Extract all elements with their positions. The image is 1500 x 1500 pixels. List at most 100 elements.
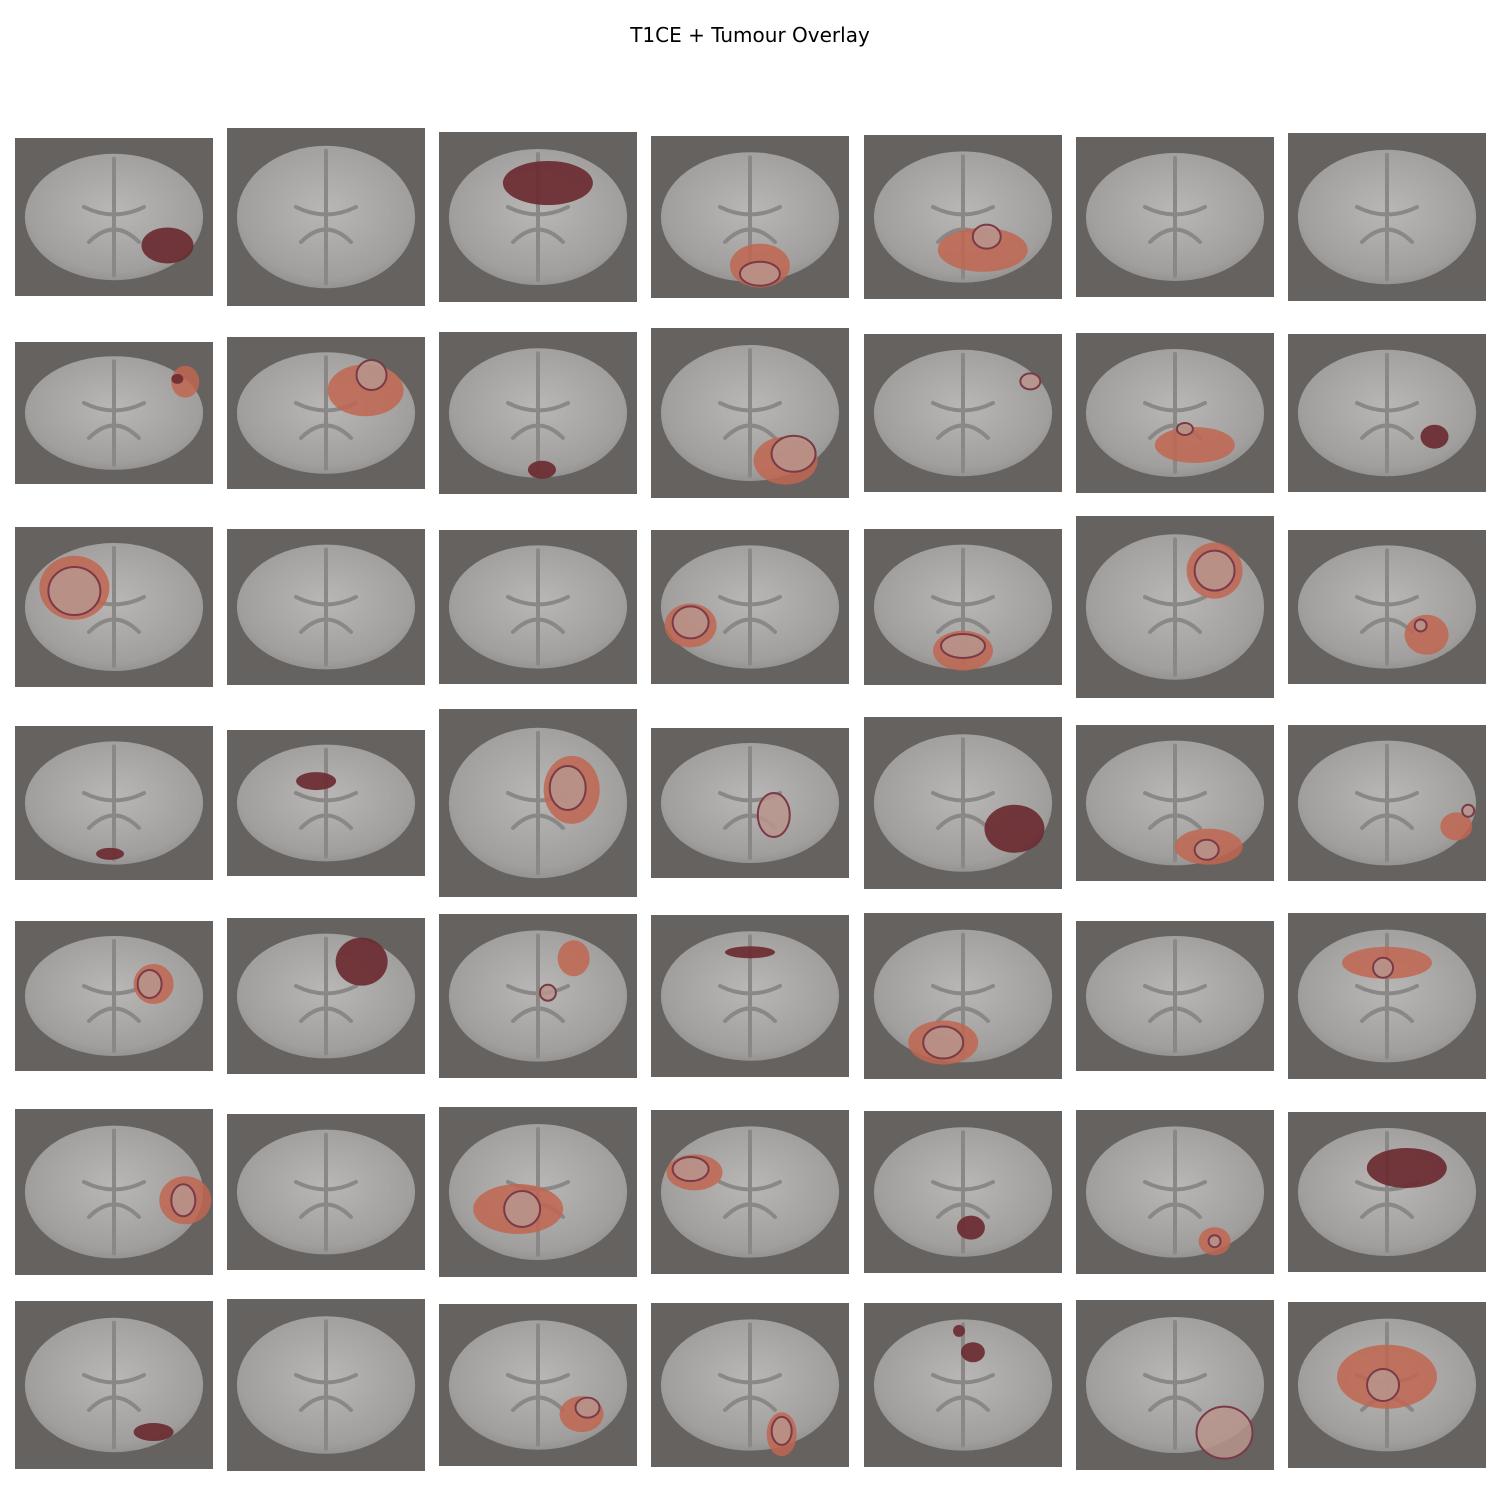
ventricles: [1143, 1320, 1207, 1450]
tumour-overlay: [1413, 618, 1428, 633]
tumour-overlay: [960, 1342, 985, 1363]
tumour-overlay: [1193, 838, 1220, 861]
mri-panel: [1288, 725, 1486, 881]
mri-panel: [1288, 913, 1486, 1079]
mri-panel: [439, 1107, 637, 1277]
mri-panel: [1288, 1112, 1486, 1272]
tumour-overlay: [502, 161, 593, 205]
tumour-overlay: [171, 365, 200, 398]
mri-panel: [15, 1109, 213, 1275]
tumour-overlay: [557, 940, 590, 977]
mri-panel: [1288, 1302, 1486, 1468]
mri-panel: [1076, 1110, 1274, 1274]
mri-panel: [864, 1111, 1062, 1273]
tumour-overlay: [136, 969, 163, 999]
mri-panel: [15, 342, 213, 484]
mri-panel: [651, 1110, 849, 1274]
ventricles: [82, 1320, 146, 1450]
ventricles: [294, 547, 358, 667]
tumour-overlay: [355, 359, 388, 391]
tumour-overlay: [171, 373, 184, 384]
tumour-overlay: [937, 227, 1028, 272]
mri-panel: [227, 918, 425, 1074]
ventricles: [294, 148, 358, 286]
tumour-overlay: [170, 1183, 197, 1218]
tumour-overlay: [971, 223, 1002, 250]
ventricles: [506, 548, 570, 666]
ventricles: [1355, 152, 1419, 282]
tumour-overlay: [47, 566, 102, 616]
tumour-overlay: [1440, 812, 1473, 841]
mri-panel: [15, 726, 213, 880]
ventricles: [82, 359, 146, 467]
mri-panel: [227, 1299, 425, 1471]
mri-panel: [1288, 334, 1486, 492]
ventricles: [506, 1323, 570, 1447]
tumour-overlay: [671, 1156, 710, 1183]
tumour-overlay: [1193, 549, 1236, 592]
tumour-overlay: [1420, 424, 1449, 449]
ventricles: [506, 933, 570, 1059]
ventricles: [931, 352, 995, 474]
mri-panel: [864, 135, 1062, 299]
figure-title: T1CE + Tumour Overlay: [629, 23, 870, 47]
ventricles: [1143, 1129, 1207, 1255]
mri-panel: [227, 529, 425, 685]
mri-panel: [651, 136, 849, 298]
tumour-overlay: [671, 605, 710, 640]
ventricles: [718, 1322, 782, 1448]
mri-panel: [15, 527, 213, 687]
tumour-overlay: [141, 227, 194, 264]
tumour-overlay: [1366, 1148, 1447, 1188]
tumour-overlay: [956, 1215, 985, 1240]
ventricles: [1143, 743, 1207, 863]
mri-panel: [439, 914, 637, 1078]
mri-panel: [227, 730, 425, 876]
mri-panel: [864, 1303, 1062, 1467]
ventricles: [718, 1129, 782, 1255]
ventricles: [718, 548, 782, 666]
mri-panel: [864, 717, 1062, 889]
mri-panel: [1076, 333, 1274, 493]
tumour-overlay: [1404, 614, 1449, 655]
ventricles: [294, 936, 358, 1056]
tumour-overlay: [1461, 803, 1476, 818]
mri-panel: [864, 913, 1062, 1079]
ventricles: [82, 1128, 146, 1256]
tumour-overlay: [922, 1025, 965, 1060]
tumour-overlay: [133, 1423, 174, 1442]
panel-grid: [15, 128, 1486, 1471]
ventricles: [931, 737, 995, 869]
ventricles: [82, 156, 146, 278]
ventricles: [82, 744, 146, 862]
tumour-overlay: [738, 260, 781, 287]
mri-panel: [15, 138, 213, 296]
tumour-overlay: [1366, 1368, 1401, 1402]
ventricles: [1355, 352, 1419, 474]
mri-panel: [1076, 137, 1274, 297]
mri-panel: [1288, 133, 1486, 301]
tumour-overlay: [725, 946, 775, 959]
mri-panel: [1076, 1300, 1274, 1470]
ventricles: [294, 1319, 358, 1451]
mri-panel: [439, 530, 637, 684]
tumour-overlay: [538, 983, 557, 1002]
mri-panel: [651, 728, 849, 878]
ventricles: [1143, 537, 1207, 677]
mri-panel: [1076, 516, 1274, 698]
ventricles: [294, 1132, 358, 1252]
mri-panel: [439, 709, 637, 897]
mri-panel: [227, 337, 425, 489]
tumour-overlay: [1207, 1234, 1222, 1249]
ventricles: [1355, 743, 1419, 863]
ventricles: [718, 348, 782, 478]
mri-panel: [1076, 725, 1274, 881]
ventricles: [1143, 939, 1207, 1053]
mri-panel: [439, 332, 637, 494]
ventricles: [506, 351, 570, 475]
tumour-overlay: [503, 1190, 542, 1228]
tumour-overlay: [756, 792, 791, 838]
mri-panel: [439, 1304, 637, 1466]
tumour-overlay: [548, 764, 587, 811]
